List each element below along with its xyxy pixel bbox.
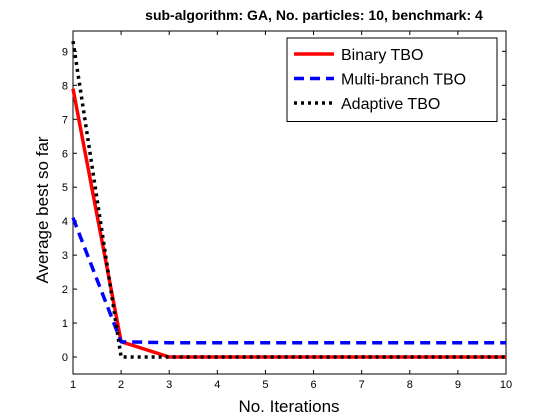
- y-tick-label: 2: [62, 284, 68, 296]
- legend: Binary TBO Multi-branch TBO Adaptive TBO: [286, 37, 498, 122]
- x-tick-label: 9: [455, 379, 461, 391]
- y-tick-label: 3: [62, 250, 68, 262]
- y-tick-label: 5: [62, 182, 68, 194]
- y-tick-label: 4: [62, 216, 68, 228]
- chart-title: sub-algorithm: GA, No. particles: 10, be…: [145, 7, 483, 23]
- y-tick-label: 9: [62, 46, 68, 58]
- series-line-adaptive-tbo: [71, 40, 506, 359]
- legend-label-adaptive-tbo: Adaptive TBO: [341, 96, 440, 113]
- y-tick-label: 8: [62, 80, 68, 92]
- y-tick-label: 0: [62, 352, 68, 364]
- y-tick-label: 7: [62, 114, 68, 126]
- y-tick-label: 1: [62, 318, 68, 330]
- y-axis-label: Average best so far: [33, 136, 52, 283]
- x-tick-label: 8: [407, 379, 413, 391]
- y-tick-label: 6: [62, 148, 68, 160]
- x-axis-label: No. Iterations: [238, 397, 339, 416]
- x-tick-label: 5: [262, 379, 268, 391]
- legend-box: [286, 37, 498, 122]
- x-tick-label: 7: [359, 379, 365, 391]
- x-tick-label: 2: [118, 379, 124, 391]
- x-tick-label: 3: [166, 379, 172, 391]
- x-tick-label: 10: [500, 379, 512, 391]
- x-tick-label: 6: [310, 379, 316, 391]
- x-tick-label: 1: [70, 379, 76, 391]
- legend-label-multi-branch-tbo: Multi-branch TBO: [341, 72, 466, 89]
- legend-label-binary-tbo: Binary TBO: [341, 47, 423, 64]
- x-tick-label: 4: [214, 379, 220, 391]
